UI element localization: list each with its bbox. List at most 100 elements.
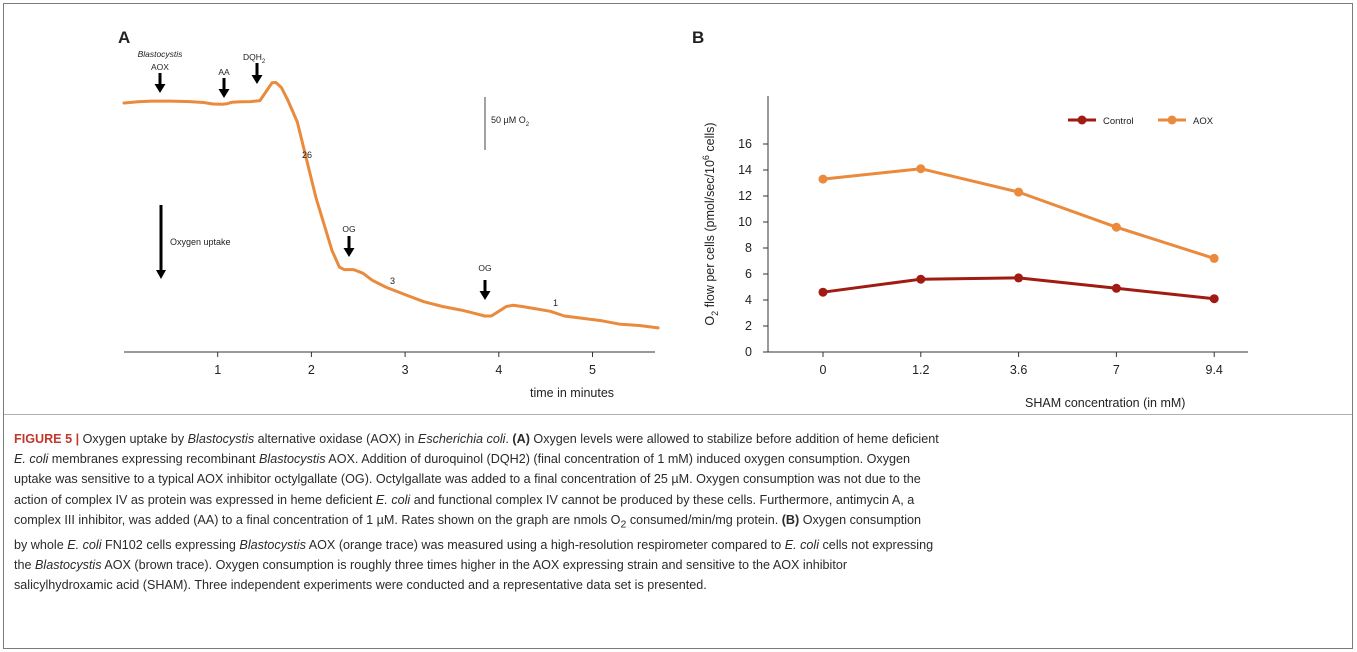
panel-b-y-tick-label: 10 [738, 215, 752, 229]
panel-a-x-tick-label: 1 [214, 363, 221, 377]
legend-label-control: Control [1103, 116, 1134, 127]
panel-b-x-tick-label: 9.4 [1206, 363, 1223, 377]
caption-italic: Blastocystis [259, 452, 326, 467]
data-point-control [1209, 294, 1219, 304]
down-arrow-icon [154, 73, 166, 93]
data-point-aox [1209, 253, 1219, 263]
marker-dqh2-label: DQH2 [243, 52, 266, 65]
panel-b-y-tick-label: 16 [738, 137, 752, 151]
panel-a-x-ticks: 1 2 3 4 5 [214, 352, 596, 377]
panel-b-x-tick-label: 3.6 [1010, 363, 1027, 377]
down-arrow-icon [479, 280, 491, 300]
caption-italic: Blastocystis [187, 432, 255, 446]
panel-b-y-tick-label: 14 [738, 163, 752, 177]
caption-italic: Blastocystis [239, 537, 306, 552]
panel-a-x-tick-label: 2 [308, 363, 315, 377]
caption-italic: E. coli [375, 492, 411, 507]
caption-divider [4, 414, 1352, 415]
panel-a-x-tick-label: 5 [589, 363, 596, 377]
panel-a-x-tick-label: 4 [495, 363, 502, 377]
caption-segment: the [14, 557, 36, 572]
caption-segment: Oxygen uptake by [79, 432, 188, 446]
rate-label-1: 26 [302, 150, 312, 160]
data-point-control [1014, 273, 1024, 283]
data-point-aox [1014, 187, 1024, 197]
panel-b-y-tick-label: 8 [745, 241, 752, 255]
caption-segment: action of complex IV as protein was expr… [14, 492, 376, 507]
caption-segment: AOX (brown trace). Oxygen consumption is… [101, 557, 848, 572]
figure-number: FIGURE 5 | [14, 432, 80, 446]
caption-italic: Escherichia coli [417, 432, 506, 446]
panel-b-y-tick-label: 6 [745, 267, 752, 281]
data-point-aox [916, 164, 926, 174]
series-line-aox [822, 167, 1215, 260]
caption-segment: AOX. Addition of duroquinol (DQH2) (fina… [325, 452, 911, 467]
data-point-control [1111, 283, 1121, 293]
caption-segment: AOX (orange trace) was measured using a … [305, 537, 785, 552]
caption-segment: Oxygen consumption [799, 512, 922, 527]
caption-segment: and functional complex IV cannot be prod… [410, 492, 915, 507]
data-point-aox [1111, 222, 1121, 232]
panel-b: B 0 2 4 6 8 10 12 14 16 0 1.2 3.6 7 9.4 O2 flow per … [692, 28, 1248, 410]
caption-italic: E. coli [67, 537, 102, 552]
caption-italic: Blastocystis [35, 557, 102, 572]
caption-segment: uptake was sensitive to a typical AOX in… [14, 472, 921, 487]
panel-b-series [818, 164, 1219, 304]
caption-segment: salicylhydroxamic acid (SHAM). Three ind… [14, 577, 707, 592]
panel-b-x-axis-label: SHAM concentration (in mM) [1025, 396, 1185, 410]
panel-b-x-ticks: 0 1.2 3.6 7 9.4 [820, 352, 1223, 377]
caption-segment: . [505, 432, 513, 446]
caption-italic: E. coli [784, 537, 820, 552]
oxygen-uptake-arrow-icon [156, 205, 166, 279]
legend-marker-aox [1167, 115, 1177, 125]
caption-subscript: 2 [620, 518, 627, 531]
caption-segment: cells not expressing [819, 537, 934, 552]
caption-italic: E. coli [14, 452, 49, 467]
panel-a-x-axis-label: time in minutes [530, 386, 614, 400]
caption-segment: membranes expressing recombinant [48, 452, 259, 467]
panel-b-legend: Control AOX [1068, 115, 1214, 127]
caption-segment: consumed/min/mg protein. [626, 512, 782, 527]
caption-segment: complex III inhibitor, was added (AA) to… [14, 512, 621, 527]
caption-segment: FN102 cells expressing [101, 537, 240, 552]
down-arrow-icon [218, 78, 230, 98]
caption-text: Oxygen uptake by Blastocystis alternativ… [14, 432, 939, 592]
data-point-control [916, 274, 926, 284]
panel-b-x-tick-label: 0 [820, 363, 827, 377]
caption-segment: Oxygen levels were allowed to stabilize … [529, 432, 939, 446]
panel-b-y-ticks: 0 2 4 6 8 10 12 14 16 [738, 137, 768, 359]
down-arrow-icon [251, 63, 263, 84]
panel-a: A 1 2 3 4 5 time in minutes Blastocystis AOX… [118, 28, 660, 400]
panel-b-y-axis-label: O2 flow per cells (pmol/sec/106 cells) [701, 122, 720, 325]
panel-a-x-tick-label: 3 [402, 363, 409, 377]
marker-aox-label: AOX [151, 62, 169, 72]
panel-a-label: A [118, 28, 130, 47]
marker-blastocystis-label: Blastocystis [138, 49, 184, 59]
panel-b-y-tick-label: 4 [745, 293, 752, 307]
panel-b-y-tick-label: 12 [738, 189, 752, 203]
data-point-control [818, 287, 828, 297]
panel-b-y-tick-label: 0 [745, 345, 752, 359]
caption-bold: (B) [781, 512, 800, 527]
caption-bold: (A) [512, 432, 530, 446]
figure-caption: FIGURE 5 | Oxygen uptake by Blastocystis… [14, 429, 1344, 595]
down-arrow-icon [343, 236, 355, 257]
figure-frame [3, 3, 1353, 649]
legend-label-aox: AOX [1193, 116, 1214, 127]
panel-b-label: B [692, 28, 704, 47]
data-point-aox [818, 174, 828, 184]
rate-label-2: 3 [390, 276, 395, 286]
legend-marker-control [1077, 115, 1087, 125]
marker-og-label-2: OG [478, 263, 491, 273]
panel-b-y-tick-label: 2 [745, 319, 752, 333]
marker-og-label-1: OG [342, 224, 355, 234]
caption-segment: by whole [14, 537, 68, 552]
caption-segment: alternative oxidase (AOX) in [254, 432, 418, 446]
panel-a-oxygen-trace [122, 81, 660, 330]
marker-aa-label: AA [218, 67, 230, 77]
oxygen-uptake-label: Oxygen uptake [170, 237, 231, 247]
scale-bar-label: 50 µM O2 [491, 115, 530, 128]
rate-label-3: 1 [553, 298, 558, 308]
